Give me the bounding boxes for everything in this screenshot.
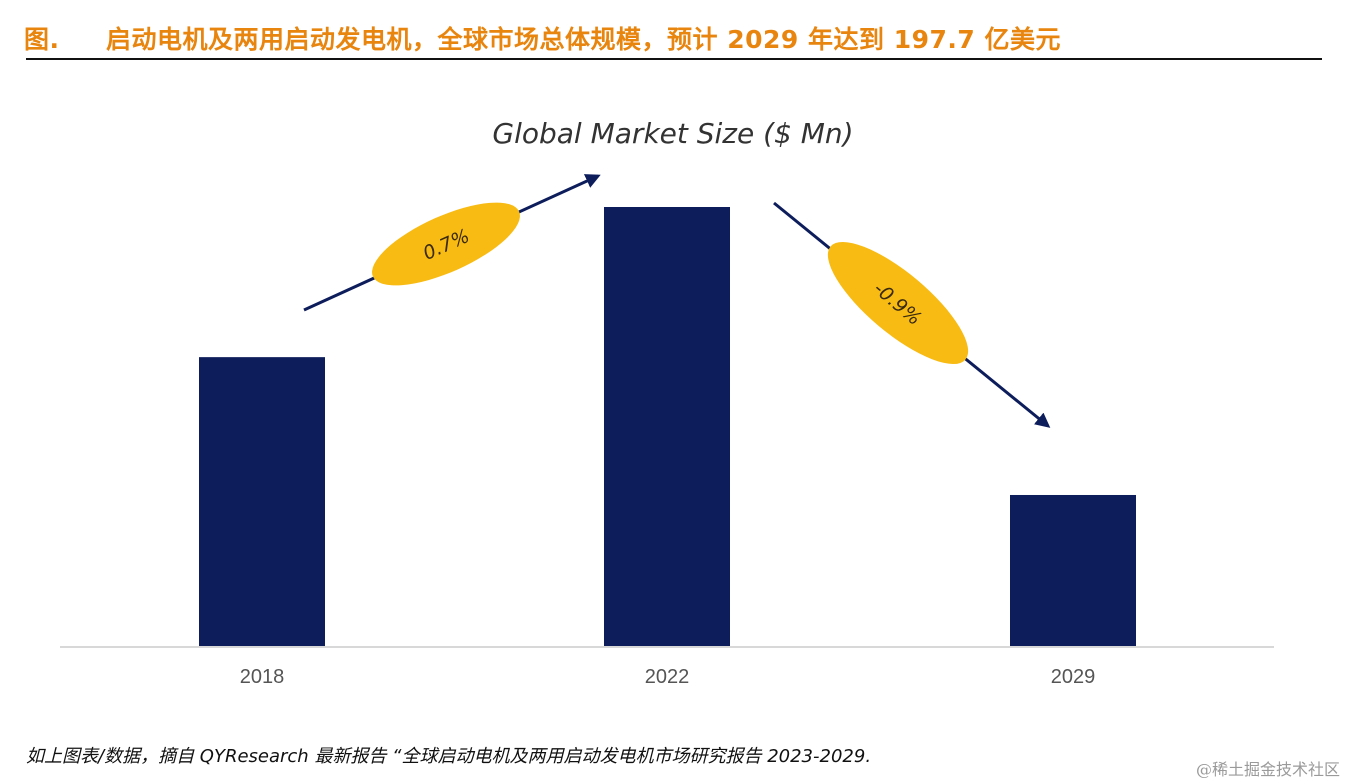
chart-title: Global Market Size ($ Mn) — [492, 117, 853, 150]
bar-2022 — [604, 207, 730, 646]
x-tick-label: 2018 — [240, 666, 285, 688]
bar-2018 — [199, 357, 325, 646]
figure-title: 图. 启动电机及两用启动发电机，全球市场总体规模，预计 2029 年达到 197.… — [24, 20, 1061, 56]
cagr-badge — [827, 241, 969, 365]
x-tick-label: 2029 — [1051, 666, 1096, 688]
watermark: @稀土掘金技术社区 — [1195, 760, 1340, 779]
cagr-badge — [372, 202, 520, 286]
x-tick-label: 2022 — [645, 666, 690, 688]
figure-label: 图. — [24, 25, 60, 54]
title-divider — [26, 58, 1322, 60]
bar-2029 — [1010, 494, 1136, 646]
figure-title-text: 启动电机及两用启动发电机，全球市场总体规模，预计 2029 年达到 197.7 … — [106, 25, 1061, 54]
source-note: 如上图表/数据，摘自 QYResearch 最新报告 “全球启动电机及两用启动发… — [26, 746, 872, 767]
